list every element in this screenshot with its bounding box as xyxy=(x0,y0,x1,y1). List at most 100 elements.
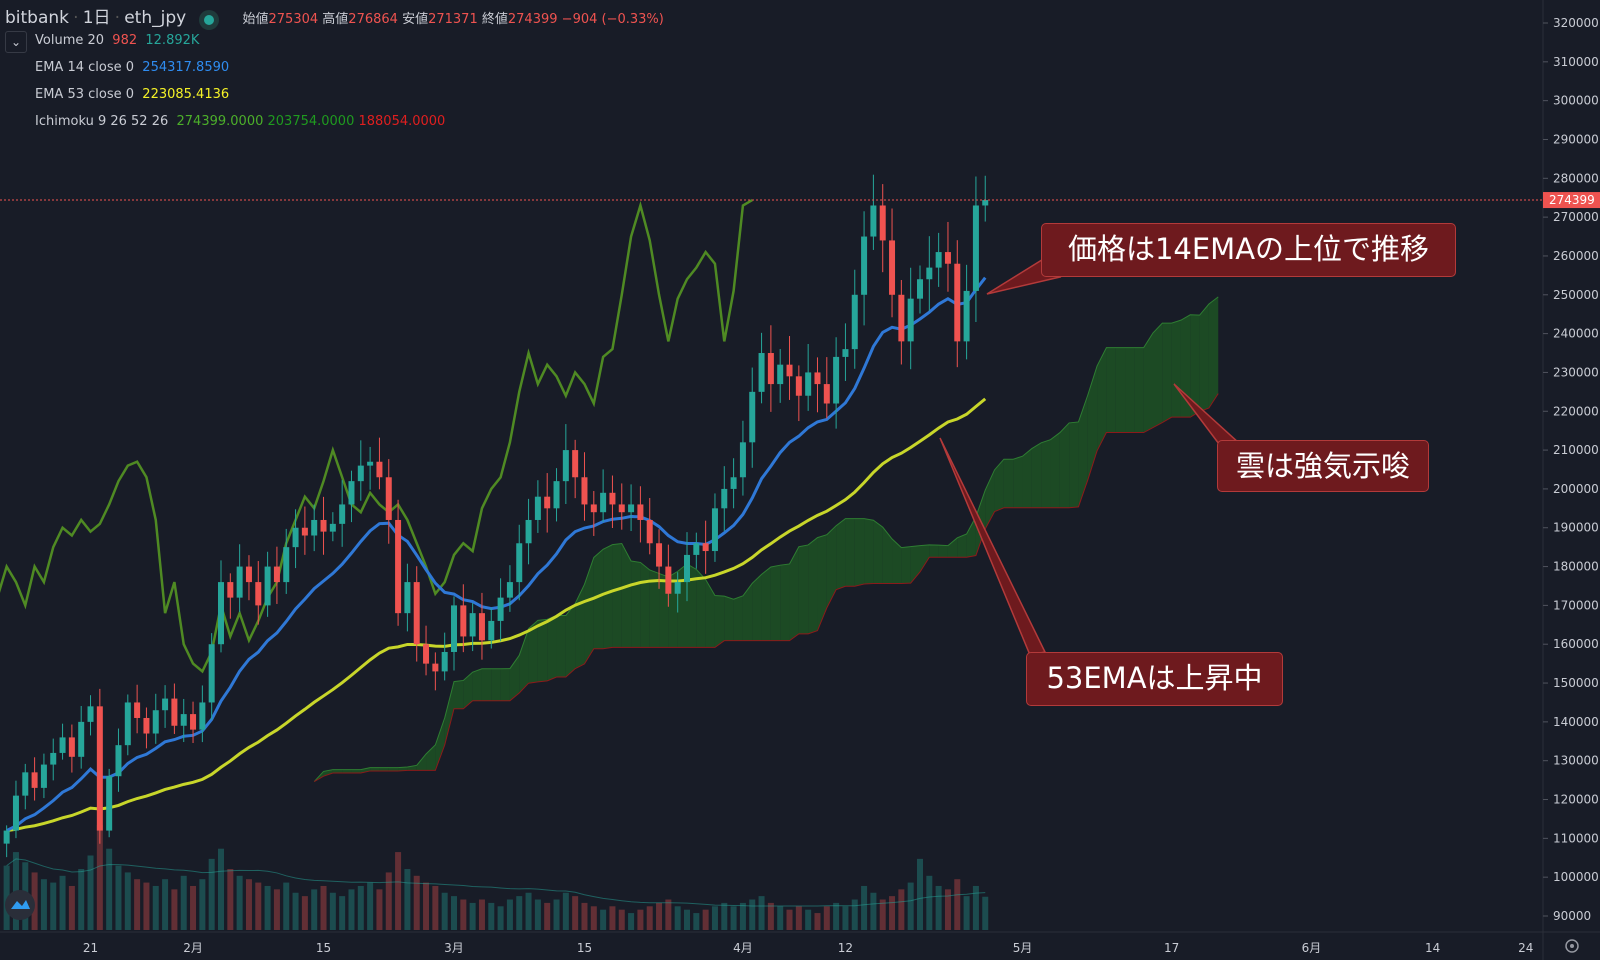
callout-ema53-rising[interactable]: 53EMAは上昇中 xyxy=(1026,652,1283,706)
candle-body xyxy=(236,566,243,598)
volume-ma-value: 12.892K xyxy=(145,33,200,48)
symbol-name[interactable]: eth_jpy xyxy=(124,8,187,28)
candle-body xyxy=(823,384,830,404)
cloud-segment xyxy=(1069,421,1079,508)
volume-bar xyxy=(944,889,951,930)
volume-bar xyxy=(767,902,774,930)
candle-body xyxy=(749,391,756,443)
volume-bar xyxy=(152,885,159,930)
volume-bar xyxy=(236,875,243,930)
price-tick-label: 210000 xyxy=(1553,443,1599,457)
candle-body xyxy=(339,504,346,524)
candles xyxy=(3,174,989,858)
volume-bar xyxy=(143,882,150,930)
candle-body xyxy=(525,519,532,544)
volume-ma-line xyxy=(6,858,986,907)
volume-bar xyxy=(572,896,579,930)
volume-bar xyxy=(78,869,85,930)
volume-bar xyxy=(795,906,802,930)
volume-bar xyxy=(628,913,635,930)
volume-bar xyxy=(255,882,262,930)
volume-bar xyxy=(432,885,439,930)
candle-body xyxy=(451,605,457,652)
candle-body xyxy=(395,519,402,614)
cloud-segment xyxy=(360,767,371,774)
candle-body xyxy=(96,706,103,831)
volume-bar xyxy=(525,892,532,930)
volume-legend[interactable]: Volume 20 982 12.892K xyxy=(35,33,199,48)
candle-body xyxy=(301,527,308,536)
callout-cloud-bullish[interactable]: 雲は強気示唆 xyxy=(1217,440,1429,492)
candle-body xyxy=(124,702,131,746)
candle-body xyxy=(423,644,430,664)
time-tick-label: 5月 xyxy=(1013,941,1033,955)
volume-bar xyxy=(693,913,700,930)
collapse-legend-button[interactable]: ⌄ xyxy=(5,31,27,53)
candle-body xyxy=(544,496,551,509)
candle-body xyxy=(283,547,290,583)
ema53-label: EMA 53 close 0 xyxy=(35,87,135,102)
volume-bar xyxy=(609,906,616,930)
candle-body xyxy=(805,372,812,396)
symbol-header: bitbank · 1日 · eth_jpy 始値275304 高値276864… xyxy=(5,8,664,28)
ema14-line xyxy=(5,276,987,832)
cloud-segment xyxy=(1050,432,1060,508)
candle-body xyxy=(497,597,504,621)
candle-body xyxy=(534,496,541,520)
time-tick-label: 15 xyxy=(577,941,592,955)
lagging-span-line xyxy=(0,198,753,674)
candle-body xyxy=(711,508,718,552)
price-axis[interactable] xyxy=(1543,0,1600,960)
cloud-segment xyxy=(724,596,734,641)
candle-body xyxy=(190,714,197,730)
candle-body xyxy=(50,752,57,765)
cloud-segment xyxy=(798,544,809,634)
candle-body xyxy=(143,717,150,734)
volume-bar xyxy=(861,885,868,930)
time-tick-label: 14 xyxy=(1425,941,1440,955)
volume-bar xyxy=(898,889,905,930)
settings-gear-icon[interactable] xyxy=(1565,939,1579,953)
candle-body xyxy=(311,519,318,536)
price-tick-label: 120000 xyxy=(1553,793,1599,807)
cloud-segment xyxy=(826,525,837,608)
ichimoku-legend[interactable]: Ichimoku 9 26 52 26 274399.0000 203754.0… xyxy=(35,114,445,129)
volume-bar xyxy=(329,892,336,930)
cloud-segment xyxy=(920,544,930,572)
time-tick-label: 15 xyxy=(316,941,331,955)
candle-body xyxy=(758,353,765,392)
ema53-legend[interactable]: EMA 53 close 0 223085.4136 xyxy=(35,87,229,102)
exchange-name: bitbank xyxy=(5,8,70,28)
cloud-segment xyxy=(593,549,604,649)
candle-body xyxy=(441,651,448,672)
volume-bar xyxy=(590,906,597,930)
candle-body xyxy=(208,644,215,703)
volume-bar xyxy=(180,875,187,930)
candle-body xyxy=(767,353,774,385)
volume-bar xyxy=(348,889,355,930)
cloud-segment xyxy=(892,538,902,584)
change-value: −904 (−0.33%) xyxy=(561,12,664,27)
volume-bar xyxy=(227,869,234,930)
interval[interactable]: 1日 xyxy=(82,8,111,28)
cloud-segment xyxy=(966,516,976,558)
cloud-segment xyxy=(864,518,874,584)
price-tick-label: 170000 xyxy=(1553,598,1599,612)
callout-price-above-ema14[interactable]: 価格は14EMAの上位で推移 xyxy=(1041,223,1456,277)
volume-bar xyxy=(814,913,821,930)
cloud-segment xyxy=(994,459,1004,512)
span-b-line xyxy=(313,393,1219,782)
ema14-legend[interactable]: EMA 14 close 0 254317.8590 xyxy=(35,60,229,75)
volume-bar xyxy=(506,899,513,930)
time-tick-label: 21 xyxy=(83,941,98,955)
cloud-segment xyxy=(1013,456,1023,508)
volume-bar xyxy=(926,875,933,930)
volume-bar xyxy=(376,889,383,930)
volume-bar xyxy=(562,892,569,930)
candle-body xyxy=(684,554,690,583)
candle-body xyxy=(152,710,159,734)
ichimoku-label: Ichimoku 9 26 52 26 xyxy=(35,114,169,129)
cloud-segment xyxy=(621,543,632,648)
candle-body xyxy=(432,663,439,672)
